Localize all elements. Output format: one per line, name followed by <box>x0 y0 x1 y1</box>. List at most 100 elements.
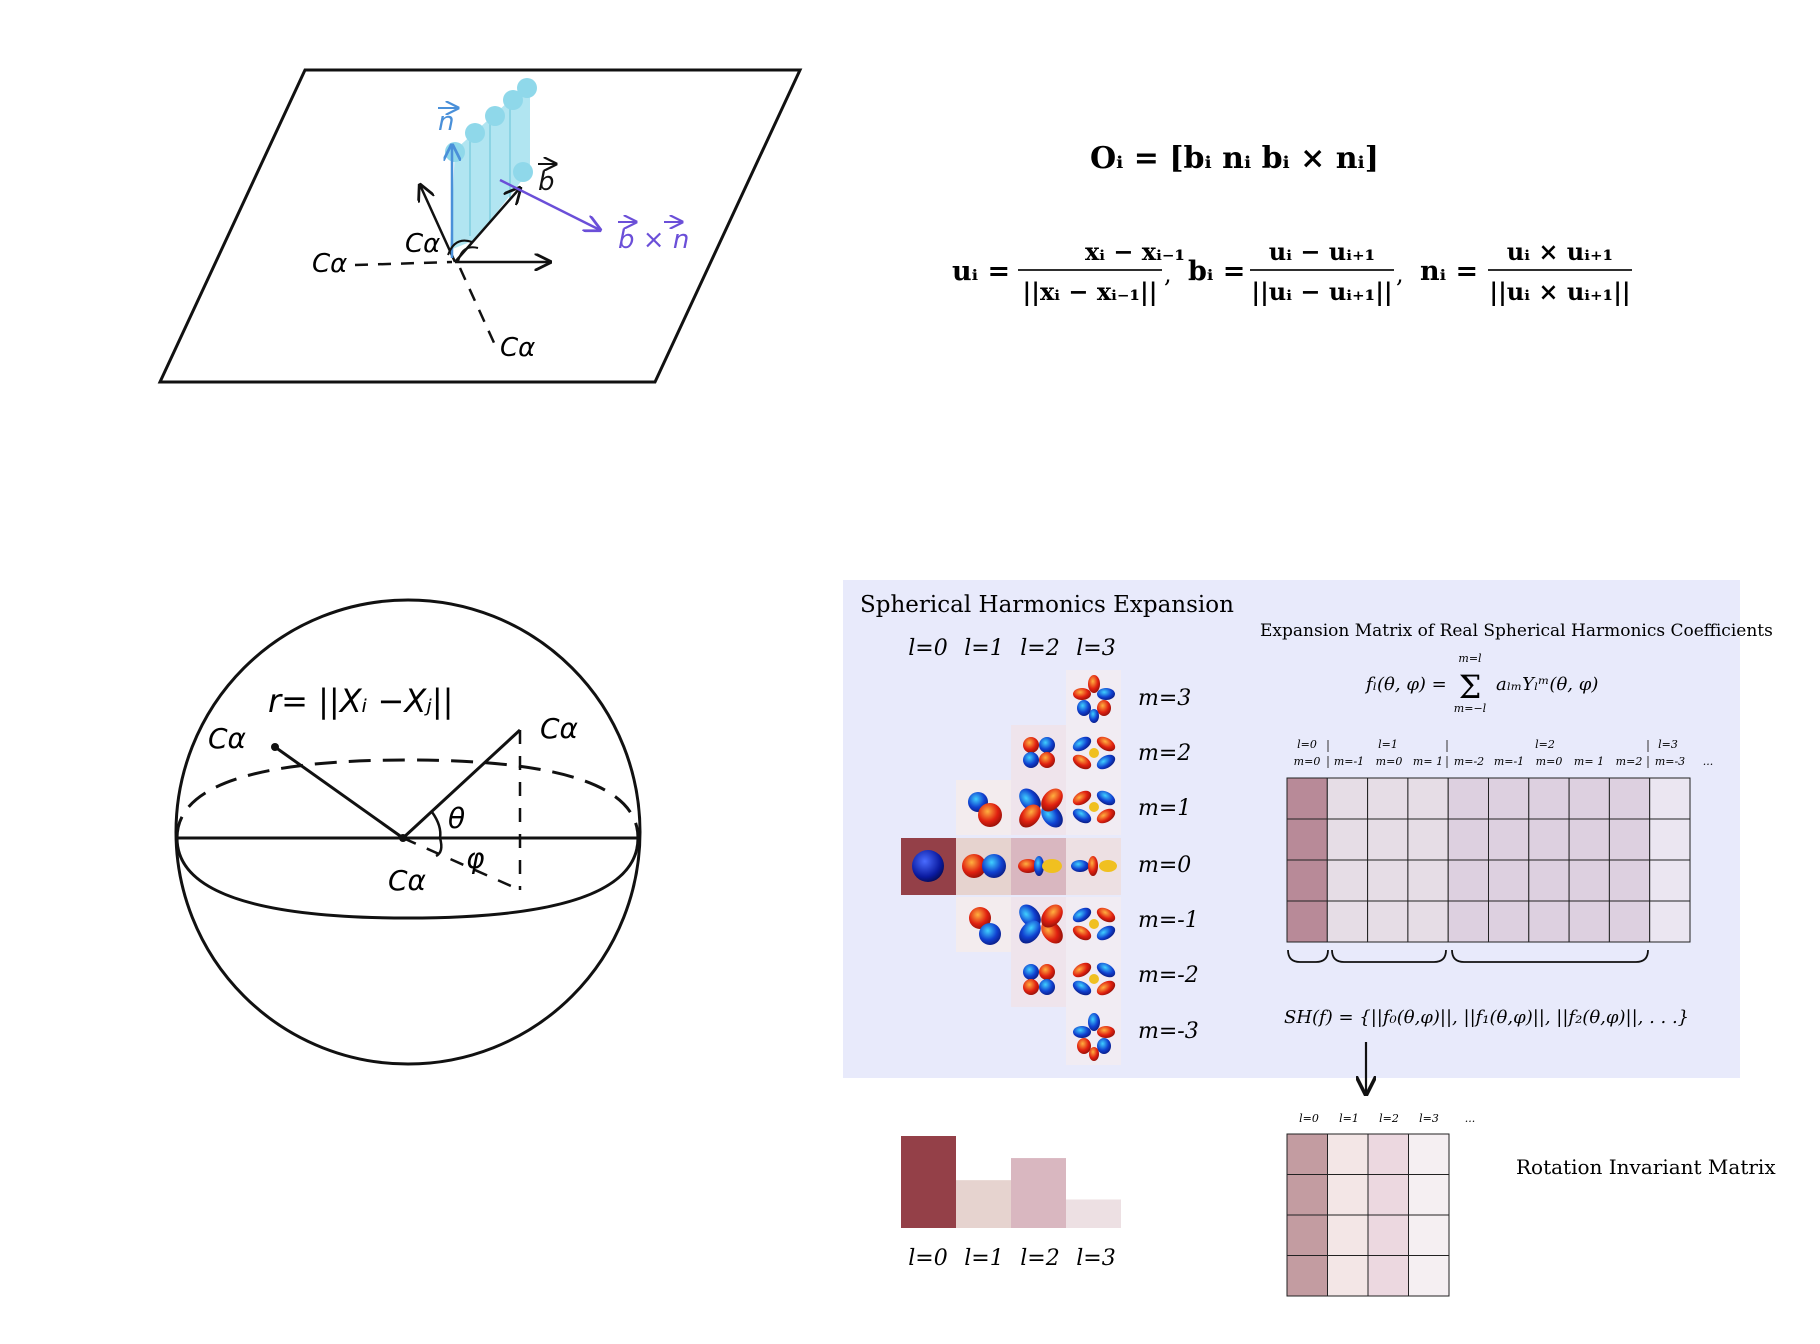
local-frame-panel: n b b × n Cα Cα Cα <box>157 68 803 384</box>
invariant-cell <box>1286 1255 1328 1297</box>
b-lhs: bᵢ = <box>1188 256 1245 287</box>
invariant-cell <box>1286 1214 1328 1256</box>
matrix-m-header: m=-1 <box>1494 755 1524 768</box>
matrix-cell <box>1649 777 1691 820</box>
invariant-cell <box>1367 1133 1409 1175</box>
bar-label: l=1 <box>964 1246 1003 1271</box>
m-label: m=-3 <box>1138 1019 1199 1044</box>
phi-label: φ <box>466 842 485 875</box>
bxn-vector <box>499 178 600 230</box>
matrix-l-header: l=0 <box>1297 738 1317 751</box>
u-numerator: xᵢ − xᵢ₋₁ <box>1085 237 1185 266</box>
invariant-cell <box>1408 1255 1450 1297</box>
u-comma: , <box>1164 260 1172 288</box>
invariant-header: l=2 <box>1379 1112 1399 1125</box>
bar <box>956 1180 1011 1228</box>
matrix-m-header: m=0 <box>1294 755 1321 768</box>
matrix-cell <box>1488 818 1530 861</box>
equations-panel: Oᵢ = [bᵢ nᵢ bᵢ × nᵢ] uᵢ = xᵢ − xᵢ₋₁ ||xᵢ… <box>952 141 1632 306</box>
invariant-cell <box>1367 1174 1409 1216</box>
harmonic-l3-m-2 <box>1072 962 1116 996</box>
bar <box>1011 1158 1066 1228</box>
invariant-cell <box>1408 1174 1450 1216</box>
invariant-cell <box>1286 1174 1328 1216</box>
equator-front <box>175 837 640 920</box>
brace-l0 <box>1287 949 1329 963</box>
matrix-m-header: m=-2 <box>1454 755 1484 768</box>
harmonic-l3-m3 <box>1073 675 1115 723</box>
sh-panel: Spherical Harmonics Expansion l=0 l=1 l=… <box>843 580 1773 1078</box>
matrix-cell <box>1649 818 1691 861</box>
harmonic-cell <box>1011 725 1066 780</box>
harmonic-l3-m-1 <box>1072 907 1116 941</box>
matrix-m-header: m= 1 <box>1574 755 1604 768</box>
ca-label-left: Cα <box>312 249 347 279</box>
matrix-cell <box>1286 818 1328 861</box>
bar <box>1066 1199 1121 1228</box>
bar-label: l=3 <box>1076 1246 1115 1271</box>
plane-parallelogram <box>157 68 803 384</box>
theta-arc <box>430 811 442 839</box>
invariant-cell <box>1327 1214 1369 1256</box>
matrix-cell <box>1649 900 1691 943</box>
n-denominator: ||uᵢ × uᵢ₊₁|| <box>1489 277 1630 306</box>
dashed-bond-left <box>354 260 453 267</box>
matrix-cell <box>1608 818 1651 861</box>
bar-labels: l=0 l=1 l=2 l=3 <box>908 1246 1115 1271</box>
b-denominator: ||uᵢ − uᵢ₊₁|| <box>1251 277 1392 306</box>
matrix-cell <box>1447 900 1489 943</box>
m-label: m=1 <box>1138 796 1191 821</box>
matrix-cell <box>1488 859 1530 902</box>
harmonic-l2-m-2 <box>1023 964 1055 995</box>
matrix-cell <box>1367 818 1409 861</box>
matrix-cell <box>1608 777 1651 820</box>
invariant-cell <box>1327 1133 1369 1175</box>
matrix-l-headers: l=0 l=1 l=2 l=3 <box>1297 738 1678 751</box>
harmonic-cell <box>1011 952 1066 1007</box>
frame-equation: Oᵢ = [bᵢ nᵢ bᵢ × nᵢ] <box>1090 141 1379 176</box>
radius-right <box>401 728 522 840</box>
matrix-cell <box>1367 900 1409 943</box>
invariant-cell <box>1408 1214 1450 1256</box>
harmonic-l0-sphere <box>912 850 944 882</box>
ca-label-bottom: Cα <box>500 333 535 363</box>
matrix-cell <box>1568 777 1610 820</box>
invariant-matrix <box>1286 1133 1450 1297</box>
matrix-m-header: m=2 <box>1616 755 1643 768</box>
harmonic-l3-m-3 <box>1073 1013 1115 1061</box>
invariant-cell <box>1367 1214 1409 1256</box>
matrix-cell <box>1286 900 1328 943</box>
matrix-l-header: l=2 <box>1535 738 1555 751</box>
invariant-header: l=0 <box>1299 1112 1319 1125</box>
harmonic-l1-m-1 <box>969 907 1001 945</box>
l-header: l=0 <box>908 636 947 661</box>
bar-label: l=2 <box>1020 1246 1059 1271</box>
matrix-separators <box>1327 740 1649 768</box>
harmonic-l1-m1 <box>968 792 1002 827</box>
matrix-m-headers: m=0 m=-1 m=0 m= 1 m=-2 m=-1 m=0 m= 1 m=2… <box>1294 755 1714 768</box>
expansion-matrix <box>1286 777 1691 943</box>
matrix-cell <box>1568 900 1610 943</box>
point-center <box>399 834 407 842</box>
matrix-cell <box>1326 818 1369 861</box>
sphere-panel: r= ||Xᵢ −Xⱼ|| θ φ Cα Cα Cα <box>174 598 642 1066</box>
invariant-cell <box>1286 1133 1328 1175</box>
matrix-cell <box>1488 900 1530 943</box>
ca-right-label: Cα <box>540 712 579 745</box>
matrix-cell <box>1326 859 1369 902</box>
matrix-cell <box>1528 900 1570 943</box>
power-spectrum-bars <box>901 1136 1121 1228</box>
invariant-cell <box>1327 1255 1369 1297</box>
matrix-cell <box>1528 818 1570 861</box>
projection-base <box>402 836 521 892</box>
l-header: l=1 <box>964 636 1003 661</box>
matrix-braces <box>1287 949 1649 963</box>
formula-rhs: aₗₘYₗᵐ(θ, φ) <box>1496 674 1598 695</box>
matrix-cell <box>1447 777 1489 820</box>
b-label: b <box>538 167 555 197</box>
phi-arc <box>435 837 443 858</box>
harmonic-l1-m0 <box>962 854 1006 878</box>
matrix-cell <box>1407 859 1449 902</box>
matrix-cell <box>1528 859 1570 902</box>
matrix-cell <box>1649 859 1691 902</box>
